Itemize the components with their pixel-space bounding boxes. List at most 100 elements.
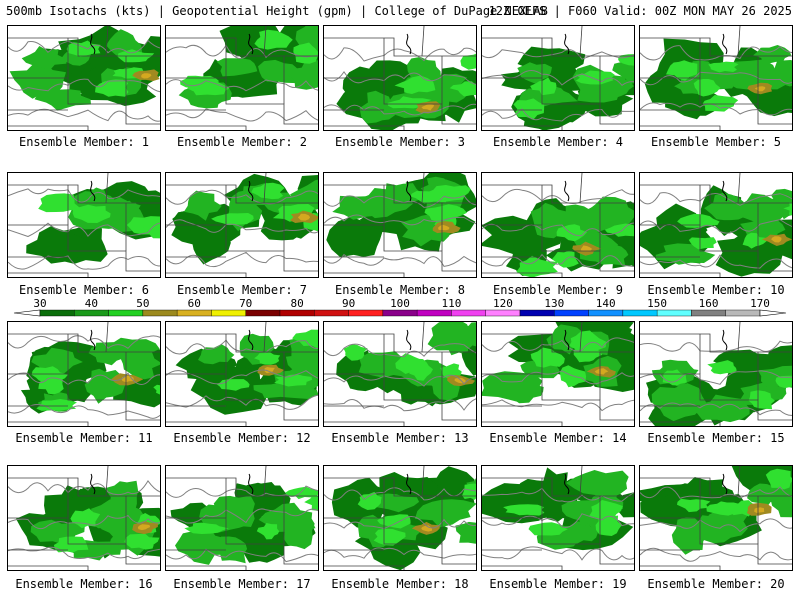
ensemble-panel: [323, 25, 477, 131]
ensemble-panel: [323, 321, 477, 427]
isotach-shading: [516, 255, 559, 277]
isotach-shading: [357, 491, 382, 510]
map-header-right: 12Z GEFS | F060 Valid: 00Z MON MAY 26 20…: [488, 4, 792, 18]
ensemble-panel: [7, 321, 161, 427]
state-boundary: [8, 184, 160, 204]
ensemble-panel: [7, 25, 161, 131]
ensemble-member-label: Ensemble Member: 11: [15, 431, 153, 445]
height-contour: [482, 337, 634, 352]
isotach-shading: [34, 89, 91, 111]
map-plot: [640, 466, 792, 570]
isotach-shading: [216, 58, 258, 77]
isotach-shading: [119, 348, 160, 380]
isotach-shading: [216, 379, 250, 391]
map-header-left: 500mb Isotachs (kts) | Geopotential Heig…: [6, 4, 548, 18]
map-plot: [324, 173, 476, 277]
state-boundary: [8, 77, 160, 125]
state-boundary: [324, 125, 405, 130]
lake-outline: [722, 473, 728, 495]
isotach-jet-max: [594, 368, 609, 375]
isotach-shading: [748, 390, 775, 410]
isotach-shading: [604, 223, 634, 237]
ensemble-member-label: Ensemble Member: 18: [331, 577, 469, 591]
state-boundary: [640, 184, 792, 204]
height-contour: [8, 404, 160, 419]
colorbar-swatch: [314, 309, 349, 317]
height-contour: [482, 108, 634, 122]
isotach-shading: [546, 324, 586, 355]
state-boundary: [166, 421, 247, 426]
isotach-shading: [569, 330, 607, 354]
colorbar-swatch: [485, 309, 521, 317]
colorbar-swatch: [519, 309, 555, 317]
ensemble-member-label: Ensemble Member: 20: [647, 577, 785, 591]
isotach-shading: [113, 375, 160, 408]
ensemble-member-label: Ensemble Member: 17: [173, 577, 311, 591]
isotach-shading: [184, 522, 229, 534]
map-plot: [166, 322, 318, 426]
isotach-shading: [708, 61, 739, 73]
state-boundary: [640, 37, 792, 57]
height-contour: [324, 253, 476, 267]
state-boundary: [263, 322, 267, 353]
isotach-shading: [721, 59, 788, 90]
isotach-shading: [460, 53, 476, 70]
isotach-shading: [21, 46, 67, 71]
height-contour: [166, 508, 318, 524]
isotach-shading: [292, 329, 318, 349]
ensemble-panel: [165, 172, 319, 278]
isotach-jet-max: [137, 524, 151, 531]
state-boundary: [166, 477, 318, 497]
height-contour: [8, 479, 160, 496]
isotach-shading: [183, 190, 222, 221]
isotach-shading: [211, 213, 254, 226]
map-plot: [8, 26, 160, 130]
height-contour: [166, 251, 318, 268]
height-contour: [482, 188, 634, 204]
colorbar-swatch: [245, 309, 281, 317]
state-boundary: [640, 224, 792, 272]
isotach-shading: [666, 60, 698, 81]
height-contour: [324, 71, 476, 85]
height-contour: [166, 189, 318, 205]
height-contour: [324, 374, 476, 387]
isotach-shading: [513, 98, 545, 120]
state-boundary: [737, 26, 741, 57]
colorbar-tick-label: 30: [33, 297, 46, 310]
isotach-shading: [124, 534, 160, 550]
state-boundary: [8, 333, 160, 353]
lake-outline: [248, 473, 254, 495]
lake-outline: [248, 329, 254, 351]
map-plot: [482, 466, 634, 570]
state-boundary: [324, 77, 476, 125]
height-contour: [324, 487, 476, 501]
isotach-shading: [359, 90, 399, 124]
state-boundary: [579, 173, 583, 204]
height-contour: [166, 485, 318, 498]
isotach-jet-max: [580, 245, 592, 252]
colorbar-tick-label: 140: [596, 297, 616, 310]
state-boundary: [482, 184, 634, 204]
isotach-shading: [765, 468, 792, 490]
ensemble-member-label: Ensemble Member: 3: [334, 135, 466, 149]
map-plot: [324, 26, 476, 130]
lake-outline: [406, 33, 412, 55]
isotach-shading: [783, 202, 792, 216]
map-plot: [482, 173, 634, 277]
isotach-shading: [326, 216, 383, 258]
state-boundary: [263, 26, 267, 57]
state-boundary: [421, 26, 425, 57]
state-boundary: [482, 373, 634, 421]
height-contour: [166, 79, 318, 92]
colorbar-swatch: [451, 309, 486, 317]
height-contour: [640, 547, 792, 562]
state-boundary: [166, 224, 318, 272]
lake-outline: [722, 329, 728, 351]
colorbar-tick-label: 130: [544, 297, 564, 310]
ensemble-panel: [639, 465, 793, 571]
state-boundary: [579, 466, 583, 497]
isotach-shading: [742, 232, 767, 249]
lake-outline: [90, 329, 96, 351]
state-boundary: [640, 333, 792, 353]
state-boundary: [166, 373, 318, 421]
